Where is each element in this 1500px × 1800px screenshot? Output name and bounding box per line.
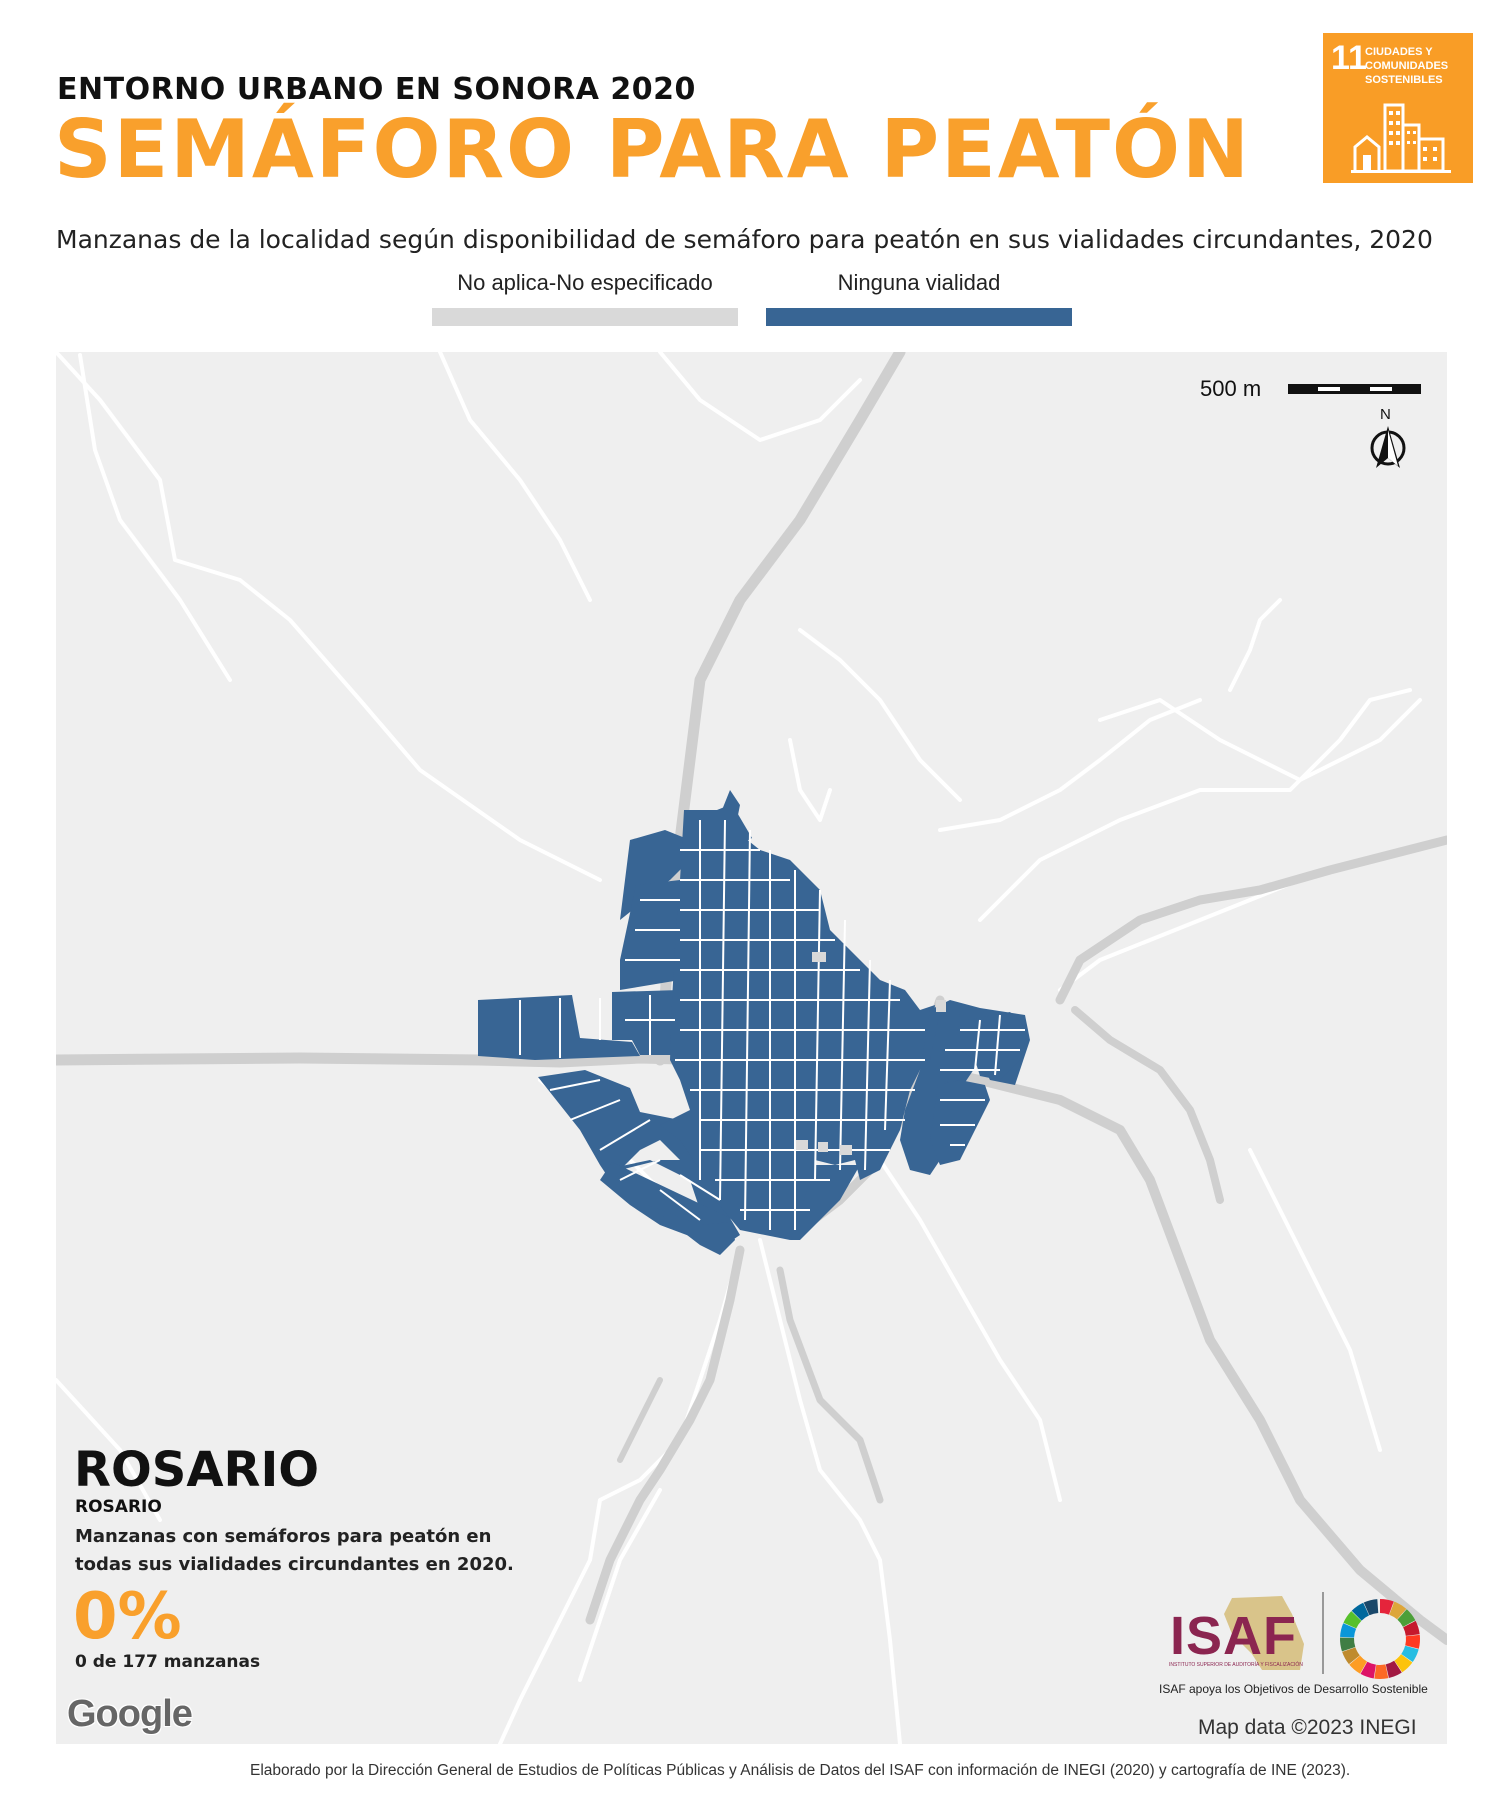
- indicator-count: 0 de 177 manzanas: [75, 1652, 261, 1672]
- map-attribution[interactable]: Map data ©2023 INEGI: [1198, 1716, 1417, 1739]
- unspecified-blocks: [796, 952, 946, 1155]
- map-panel[interactable]: [56, 352, 1447, 1744]
- scale-bar: [1288, 384, 1421, 394]
- sdg-wheel-icon: [1340, 1599, 1420, 1679]
- sdg-text-line: SOSTENIBLES: [1365, 74, 1443, 86]
- legend-swatch-ninguna: [766, 308, 1072, 326]
- block-street-grid: [519, 819, 1025, 1230]
- north-arrow-icon: [1370, 426, 1406, 468]
- sdg-text: CIUDADES Y COMUNIDADES SOSTENIBLES: [1365, 45, 1448, 87]
- sdg-text-line: CIUDADES Y: [1365, 46, 1433, 58]
- legend-label-ninguna: Ninguna vialidad: [837, 270, 1001, 295]
- sonora-map-icon: [1224, 1596, 1304, 1670]
- indicator-description: Manzanas con semáforos para peatón en to…: [75, 1526, 514, 1575]
- isaf-caption: ISAF apoya los Objetivos de Desarrollo S…: [1159, 1682, 1428, 1696]
- city-buildings-icon: [1351, 103, 1451, 173]
- main-title: SEMÁFORO PARA PEATÓN: [54, 103, 1251, 196]
- locality-municipality: ROSARIO: [74, 1442, 320, 1498]
- sdg-text-line: COMUNIDADES: [1365, 60, 1449, 72]
- locality-name: ROSARIO: [75, 1497, 162, 1517]
- isaf-logo: ISAF: [1170, 1606, 1298, 1666]
- google-logo[interactable]: Google: [67, 1693, 193, 1735]
- kicker-title: ENTORNO URBANO EN SONORA 2020: [57, 72, 696, 107]
- legend-label-no-aplica: No aplica-No especificado: [457, 270, 713, 295]
- map-canvas: [56, 352, 1447, 1744]
- subtitle: Manzanas de la localidad según disponibi…: [56, 225, 1433, 254]
- footer-credit: Elaborado por la Dirección General de Es…: [250, 1762, 1351, 1779]
- sdg-11-badge: 11 CIUDADES Y COMUNIDADES SOSTENIBLES: [1323, 33, 1473, 183]
- logo-divider: [1322, 1592, 1324, 1674]
- indicator-percentage: 0%: [73, 1580, 182, 1654]
- isaf-subtitle: INSTITUTO SUPERIOR DE AUDITORÍA Y FISCAL…: [1169, 1662, 1303, 1668]
- north-label: N: [1380, 406, 1391, 423]
- legend-swatch-no-aplica: [432, 308, 738, 326]
- scale-label: 500 m: [1200, 376, 1262, 401]
- sdg-number: 11: [1331, 39, 1367, 77]
